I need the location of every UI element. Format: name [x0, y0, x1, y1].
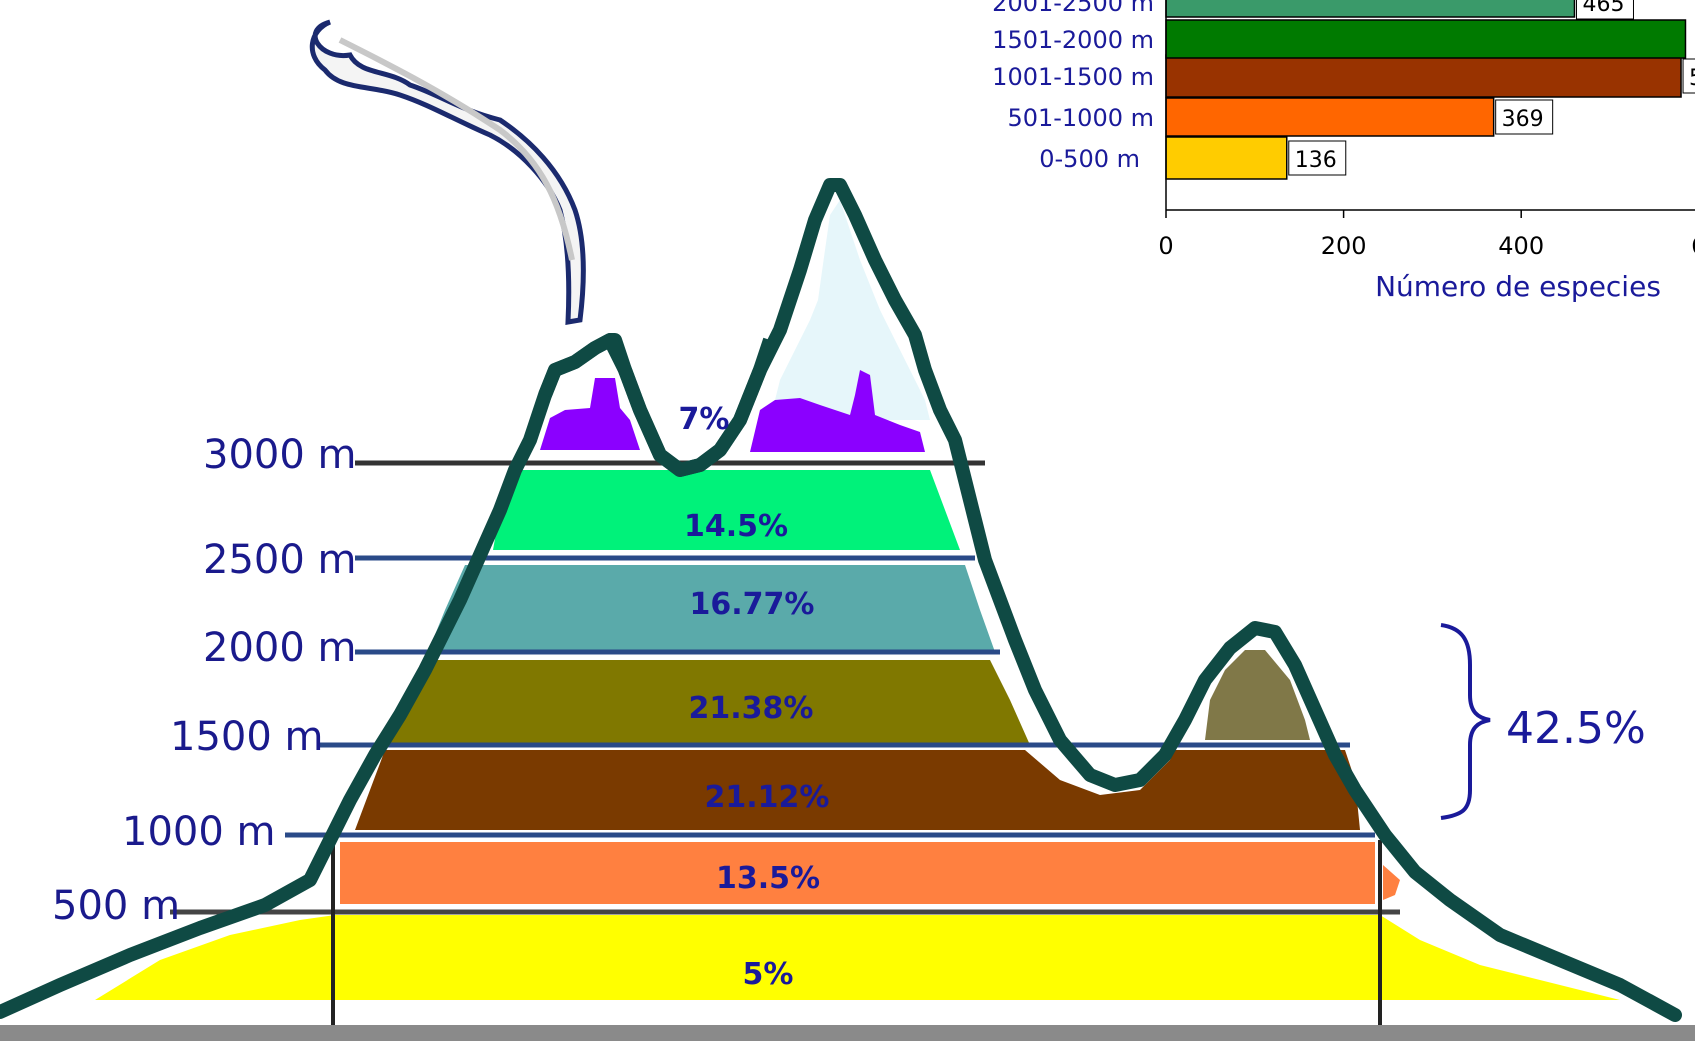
mountain-outline — [0, 178, 1682, 1022]
chart-category-label: 1001-1500 m — [992, 63, 1154, 91]
band-500-1000-shape — [340, 842, 1375, 904]
chart-x-tick-label: 0 — [1158, 232, 1173, 260]
band-1500-2000-shape — [385, 660, 1030, 745]
chart-category-label: 1501-2000 m — [992, 26, 1154, 54]
altitude-label-2500: 2500 m — [203, 537, 357, 583]
chart-category-label: 0-500 m — [1039, 145, 1140, 173]
volcano-smoke — [309, 19, 586, 325]
ground — [0, 1025, 1695, 1041]
band-above-3000-left-shape — [540, 378, 640, 450]
altitude-label-1000: 1000 m — [122, 809, 276, 855]
chart-bar-1501-2000-m — [1165, 19, 1687, 59]
chart-bar-2001-2500-m — [1165, 0, 1576, 18]
chart-data-label: 5 — [1689, 66, 1695, 91]
chart-x-tick-label: 6 — [1691, 232, 1695, 260]
band-above-3000-right-shape — [750, 370, 925, 452]
chart-bar-0-500-m — [1165, 136, 1288, 180]
band-pct-2000-2500: 16.77% — [689, 587, 815, 622]
brace-icon — [1440, 623, 1491, 820]
snow-cap — [770, 200, 930, 420]
chart-bar-1001-1500-m — [1165, 54, 1682, 98]
altitude-label-3000: 3000 m — [203, 432, 357, 478]
band-pct-above-3000: 7% — [678, 402, 730, 437]
band-1000-1500-shape — [355, 750, 1360, 830]
band-0-500-shape — [95, 915, 1620, 1000]
brace-total-pct: 42.5% — [1506, 703, 1646, 754]
chart-data-label: 136 — [1295, 148, 1337, 173]
band-pct-500-1000: 13.5% — [715, 861, 821, 896]
band-pct-0-500: 5% — [742, 957, 794, 992]
altitude-label-1500: 1500 m — [170, 714, 324, 760]
chart-x-tick-label: 200 — [1321, 232, 1367, 260]
chart-category-label: 2001-2500 m — [992, 0, 1154, 17]
chart-x-axis-title: Número de especies — [1375, 270, 1661, 303]
chart-data-label-box — [1495, 99, 1554, 135]
chart-data-label: 369 — [1502, 107, 1544, 132]
chart-bar-501-1000-m — [1165, 97, 1495, 137]
band-2500-3000-shape — [493, 470, 960, 550]
chart-category-label: 501-1000 m — [1007, 104, 1154, 132]
chart-x-tick-label: 400 — [1498, 232, 1544, 260]
altitude-label-500: 500 m — [52, 883, 181, 929]
species-bar-chart: 0-500 m 136 501-1000 m 369 1001-1500 m 5 1501-… — [992, 0, 1695, 303]
chart-data-label-box — [1682, 58, 1695, 94]
band-pct-1000-1500: 21.12% — [704, 780, 830, 815]
chart-data-label: 465 — [1582, 0, 1624, 17]
altitude-label-2000: 2000 m — [203, 625, 357, 671]
band-pct-1500-2000: 21.38% — [688, 691, 814, 726]
band-1500-2000-peak-shape — [1205, 650, 1310, 740]
band-2000-2500-shape — [428, 565, 995, 652]
band-pct-2500-3000: 14.5% — [683, 509, 789, 544]
chart-data-label-box — [1575, 0, 1634, 20]
chart-data-label-box — [1288, 140, 1347, 176]
